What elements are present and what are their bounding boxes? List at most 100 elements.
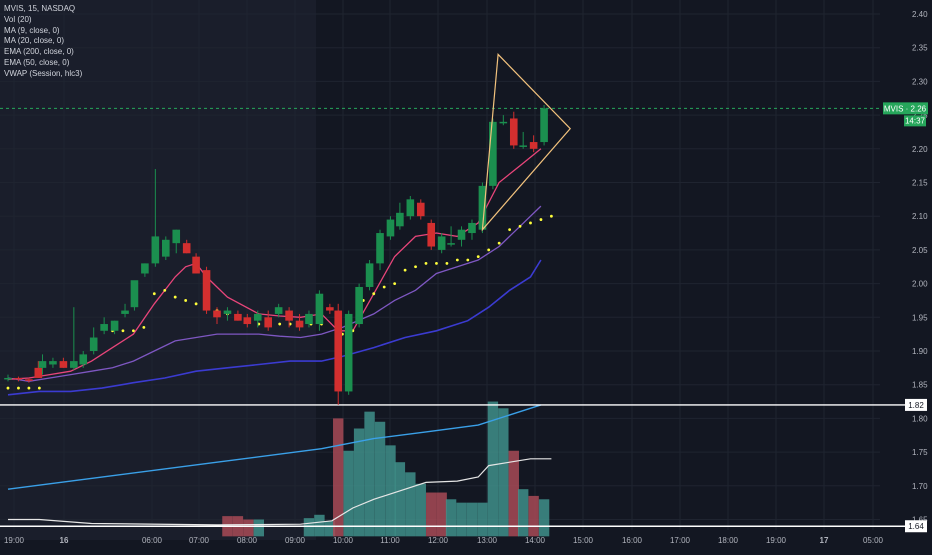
vwap-dot[interactable] xyxy=(445,261,449,265)
candle-body[interactable] xyxy=(4,377,12,380)
candle-body[interactable] xyxy=(344,313,353,392)
vwap-dot[interactable] xyxy=(163,288,167,292)
candle-body[interactable] xyxy=(406,199,415,217)
vwap-dot[interactable] xyxy=(550,214,553,218)
candle-body[interactable] xyxy=(540,108,548,143)
legend-indicator[interactable]: MA (20, close, 0) xyxy=(4,36,65,46)
candle-body[interactable] xyxy=(365,263,374,287)
candle-body[interactable] xyxy=(121,310,129,314)
candle-body[interactable] xyxy=(100,324,108,331)
candle-body[interactable] xyxy=(192,256,200,274)
volume-bar[interactable] xyxy=(528,495,539,537)
vwap-dot[interactable] xyxy=(518,224,522,228)
candle-body[interactable] xyxy=(295,320,304,328)
vwap-dot[interactable] xyxy=(173,295,177,299)
candle-body[interactable] xyxy=(202,270,211,311)
candle-body[interactable] xyxy=(141,263,149,274)
candle-body[interactable] xyxy=(499,121,508,124)
candle-body[interactable] xyxy=(110,320,119,331)
candle-body[interactable] xyxy=(253,313,262,321)
current-price-tag[interactable] xyxy=(883,102,928,115)
candle-body[interactable] xyxy=(70,361,78,368)
volume-bar[interactable] xyxy=(498,408,509,537)
vwap-dot[interactable] xyxy=(194,302,198,306)
volume-bar[interactable] xyxy=(374,421,386,537)
volume-bar[interactable] xyxy=(445,499,457,537)
volume-bar[interactable] xyxy=(456,502,467,537)
volume-bar[interactable] xyxy=(405,472,416,537)
countdown-tag[interactable] xyxy=(904,115,926,127)
volume-bar[interactable] xyxy=(487,401,499,537)
candle-body[interactable] xyxy=(172,229,181,244)
legend-indicator[interactable]: EMA (200, close, 0) xyxy=(4,47,74,57)
candle-body[interactable] xyxy=(305,313,313,325)
candle-body[interactable] xyxy=(89,337,98,351)
candle-body[interactable] xyxy=(59,361,68,368)
volume-bar[interactable] xyxy=(353,428,365,537)
candle-body[interactable] xyxy=(427,222,436,247)
volume-bar[interactable] xyxy=(364,411,375,537)
volume-bar[interactable] xyxy=(477,502,488,537)
candle-body[interactable] xyxy=(223,310,232,314)
level-tag[interactable] xyxy=(905,398,927,411)
ma9-line[interactable] xyxy=(7,148,542,380)
volume-bar[interactable] xyxy=(303,518,315,537)
legend-indicator[interactable]: VWAP (Session, hlc3) xyxy=(4,68,83,78)
volume-bar[interactable] xyxy=(324,520,336,537)
candle-body[interactable] xyxy=(274,307,283,314)
candle-body[interactable] xyxy=(509,118,518,146)
vwap-dot[interactable] xyxy=(508,228,511,232)
level-tag[interactable] xyxy=(905,520,927,533)
candle-body[interactable] xyxy=(264,317,273,328)
candle-body[interactable] xyxy=(457,229,466,240)
candle-body[interactable] xyxy=(468,222,476,234)
vwap-dot[interactable] xyxy=(184,299,188,302)
vwap-dot[interactable] xyxy=(403,268,407,272)
vwap-dot[interactable] xyxy=(529,221,532,225)
candle-body[interactable] xyxy=(243,317,252,325)
volume-bar[interactable] xyxy=(508,450,519,537)
vwap-dot[interactable] xyxy=(424,261,428,265)
candle-body[interactable] xyxy=(285,310,293,321)
vwap-dot[interactable] xyxy=(142,326,146,329)
candle-body[interactable] xyxy=(234,313,242,321)
candle-body[interactable] xyxy=(489,121,497,186)
candle-body[interactable] xyxy=(386,219,395,237)
volume-bar[interactable] xyxy=(415,483,426,537)
volume-ema50-line[interactable] xyxy=(8,458,552,526)
candle-body[interactable] xyxy=(79,354,88,365)
vwap-dot[interactable] xyxy=(476,255,480,259)
candle-body[interactable] xyxy=(334,310,343,392)
vwap-dot[interactable] xyxy=(414,265,417,269)
volume-bar[interactable] xyxy=(333,418,344,537)
vwap-dot[interactable] xyxy=(435,261,438,265)
vwap-dot[interactable] xyxy=(17,386,20,390)
legend-indicator[interactable]: Vol (20) xyxy=(4,14,32,24)
vwap-dot[interactable] xyxy=(539,218,543,221)
vwap-dot[interactable] xyxy=(278,322,282,326)
vwap-dot[interactable] xyxy=(487,248,491,252)
candle-body[interactable] xyxy=(14,377,23,380)
candle-body[interactable] xyxy=(38,361,47,368)
volume-ema200-line[interactable] xyxy=(7,404,542,490)
candle-body[interactable] xyxy=(447,243,455,245)
candle-body[interactable] xyxy=(182,243,191,254)
vwap-dot[interactable] xyxy=(497,241,501,245)
candle-body[interactable] xyxy=(49,361,57,365)
vwap-dot[interactable] xyxy=(6,386,10,390)
candle-body[interactable] xyxy=(213,310,221,318)
vwap-dot[interactable] xyxy=(132,329,135,333)
vwap-dot[interactable] xyxy=(382,285,386,289)
vwap-dot[interactable] xyxy=(455,258,459,262)
vwap-dot[interactable] xyxy=(37,386,41,390)
vwap-dot[interactable] xyxy=(393,282,397,285)
vwap-dot[interactable] xyxy=(466,258,470,262)
volume-bar[interactable] xyxy=(466,502,478,537)
legend-symbol[interactable]: MVIS, 15, NASDAQ xyxy=(4,4,76,13)
candle-body[interactable] xyxy=(34,367,43,378)
legend-indicator[interactable]: EMA (50, close, 0) xyxy=(4,57,70,67)
vwap-dot[interactable] xyxy=(372,292,376,296)
triangle-drawing[interactable] xyxy=(481,53,572,232)
volume-bar[interactable] xyxy=(343,450,354,537)
